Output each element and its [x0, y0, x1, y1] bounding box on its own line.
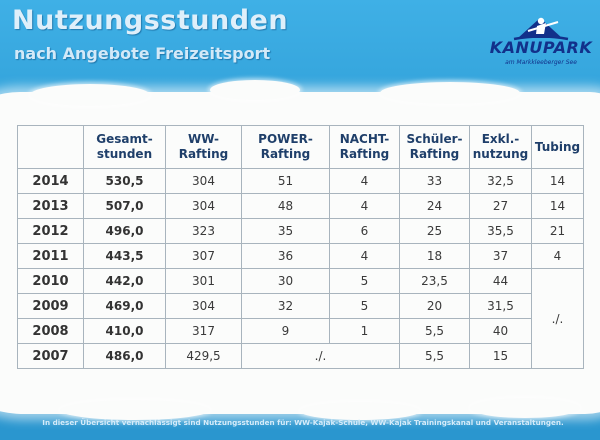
year-cell: 2014: [17, 168, 84, 194]
nacht-rafting-cell: 5: [329, 268, 400, 294]
total-cell: 496,0: [83, 218, 166, 244]
year-cell: 2008: [17, 318, 84, 344]
schueler-rafting-cell: 25: [399, 218, 470, 244]
table-row: 2008 410,0 317 9 1 5,5 40: [17, 318, 584, 344]
page-subtitle: nach Angebote Freizeitsport: [14, 44, 271, 63]
paint-splash: [380, 82, 520, 104]
power-rafting-cell: 30: [241, 268, 330, 294]
power-nacht-not-available-cell: ./.: [241, 343, 400, 369]
nacht-rafting-cell: 4: [329, 168, 400, 194]
schueler-rafting-cell: 18: [399, 243, 470, 269]
tubing-cell: 14: [531, 168, 584, 194]
paint-splash: [300, 402, 420, 420]
tubing-cell: 14: [531, 193, 584, 219]
page-title: Nutzungsstunden: [12, 5, 289, 36]
schueler-rafting-cell: 20: [399, 293, 470, 319]
total-cell: 442,0: [83, 268, 166, 294]
header-year: [17, 125, 84, 169]
exkl-nutzung-cell: 31,5: [469, 293, 532, 319]
total-cell: 486,0: [83, 343, 166, 369]
header-power-rafting: POWER- Rafting: [241, 125, 330, 169]
nacht-rafting-cell: 4: [329, 193, 400, 219]
table-row: 2014 530,5 304 51 4 33 32,5 14: [17, 168, 584, 194]
schueler-rafting-cell: 24: [399, 193, 470, 219]
power-rafting-cell: 51: [241, 168, 330, 194]
exkl-nutzung-cell: 37: [469, 243, 532, 269]
table-row: 2010 442,0 301 30 5 23,5 44 ./.: [17, 268, 584, 369]
year-cell: 2011: [17, 243, 84, 269]
paint-splash: [30, 84, 150, 106]
ww-rafting-cell: 304: [165, 168, 242, 194]
schueler-rafting-cell: 33: [399, 168, 470, 194]
schueler-rafting-cell: 5,5: [399, 343, 470, 369]
header-ww-rafting: WW- Rafting: [165, 125, 242, 169]
nacht-rafting-cell: 1: [329, 318, 400, 344]
year-cell: 2012: [17, 218, 84, 244]
ww-rafting-cell: 429,5: [165, 343, 242, 369]
header-nacht-rafting: NACHT- Rafting: [329, 125, 400, 169]
nacht-rafting-cell: 4: [329, 243, 400, 269]
nacht-rafting-cell: 5: [329, 293, 400, 319]
paint-splash: [470, 398, 580, 418]
year-cell: 2009: [17, 293, 84, 319]
paint-splash: [210, 80, 300, 100]
table-row: 2013 507,0 304 48 4 24 27 14: [17, 193, 584, 219]
exkl-nutzung-cell: 32,5: [469, 168, 532, 194]
total-cell: 530,5: [83, 168, 166, 194]
table-row: 2009 469,0 304 32 5 20 31,5: [17, 293, 584, 319]
ww-rafting-cell: 307: [165, 243, 242, 269]
kanupark-logo: KANUPARK am Markkleeberger See: [488, 12, 594, 74]
power-rafting-cell: 36: [241, 243, 330, 269]
year-cell: 2013: [17, 193, 84, 219]
schueler-rafting-cell: 5,5: [399, 318, 470, 344]
ww-rafting-cell: 317: [165, 318, 242, 344]
tubing-not-available-cell: ./.: [531, 268, 584, 369]
exkl-nutzung-cell: 44: [469, 268, 532, 294]
logo-wordmark: KANUPARK: [489, 38, 593, 57]
logo-tagline: am Markkleeberger See: [505, 59, 577, 66]
total-cell: 410,0: [83, 318, 166, 344]
ww-rafting-cell: 301: [165, 268, 242, 294]
ww-rafting-cell: 323: [165, 218, 242, 244]
power-rafting-cell: 48: [241, 193, 330, 219]
total-cell: 469,0: [83, 293, 166, 319]
year-cell: 2007: [17, 343, 84, 369]
power-rafting-cell: 9: [241, 318, 330, 344]
footnote: In dieser Übersicht vernachlässigt sind …: [42, 418, 564, 427]
tubing-cell: 21: [531, 218, 584, 244]
total-cell: 507,0: [83, 193, 166, 219]
nacht-rafting-cell: 6: [329, 218, 400, 244]
paint-splash: [60, 400, 210, 420]
header-tubing: Tubing: [531, 125, 584, 169]
year-cell: 2010: [17, 268, 84, 294]
header-exkl-nutzung: Exkl.- nutzung: [469, 125, 532, 169]
exkl-nutzung-cell: 15: [469, 343, 532, 369]
exkl-nutzung-cell: 35,5: [469, 218, 532, 244]
exkl-nutzung-cell: 40: [469, 318, 532, 344]
rafting-figure-icon: [513, 17, 569, 41]
power-rafting-cell: 35: [241, 218, 330, 244]
tubing-cell: 4: [531, 243, 584, 269]
exkl-nutzung-cell: 27: [469, 193, 532, 219]
usage-hours-table: Gesamt-stunden WW- Rafting POWER- Rafting …: [17, 125, 584, 369]
ww-rafting-cell: 304: [165, 193, 242, 219]
table-row: 2012 496,0 323 35 6 25 35,5 21: [17, 218, 584, 244]
header-schueler-rafting: Schüler- Rafting: [399, 125, 470, 169]
table-row: 2007 486,0 429,5 ./. 5,5 15: [17, 343, 584, 369]
table-header-row: Gesamt-stunden WW- Rafting POWER- Rafting …: [17, 125, 584, 169]
ww-rafting-cell: 304: [165, 293, 242, 319]
schueler-rafting-cell: 23,5: [399, 268, 470, 294]
table-row: 2011 443,5 307 36 4 18 37 4: [17, 243, 584, 269]
header-gesamtstunden: Gesamt-stunden: [83, 125, 166, 169]
total-cell: 443,5: [83, 243, 166, 269]
power-rafting-cell: 32: [241, 293, 330, 319]
